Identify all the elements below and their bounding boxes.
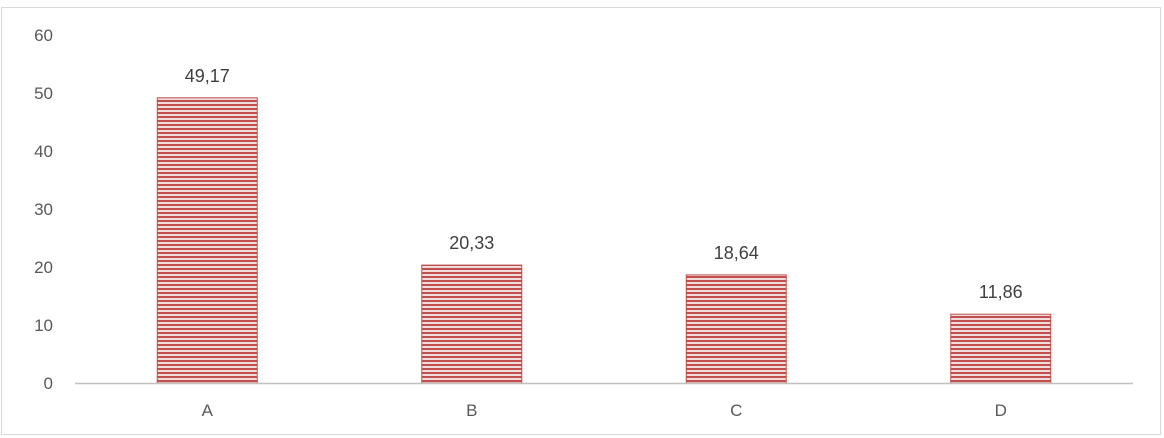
y-tick-label-40: 40 [34, 142, 53, 161]
bar-A [156, 97, 258, 384]
data-label-C: 18,64 [714, 243, 759, 263]
x-tick-label-B: B [466, 401, 477, 420]
y-tick-label-50: 50 [34, 84, 53, 103]
y-axis-ticks: 0 10 20 30 40 50 60 [34, 26, 53, 393]
bar-D [950, 313, 1052, 384]
data-label-D: 11,86 [979, 282, 1023, 302]
y-tick-label-30: 30 [34, 200, 53, 219]
bars [156, 97, 1052, 384]
y-tick-label-10: 10 [34, 316, 53, 335]
data-label-B: 20,33 [449, 233, 494, 253]
x-tick-label-D: D [995, 401, 1007, 420]
x-tick-label-C: C [730, 401, 742, 420]
bar-C [685, 274, 787, 384]
x-tick-label-A: A [202, 401, 214, 420]
data-labels: 49,17 20,33 18,64 11,86 [185, 66, 1023, 302]
bar-B [421, 264, 523, 384]
y-tick-label-20: 20 [34, 258, 53, 277]
y-tick-label-60: 60 [34, 26, 53, 45]
data-label-A: 49,17 [185, 66, 230, 86]
y-tick-label-0: 0 [44, 374, 53, 393]
x-axis-ticks: A B C D [202, 401, 1007, 420]
